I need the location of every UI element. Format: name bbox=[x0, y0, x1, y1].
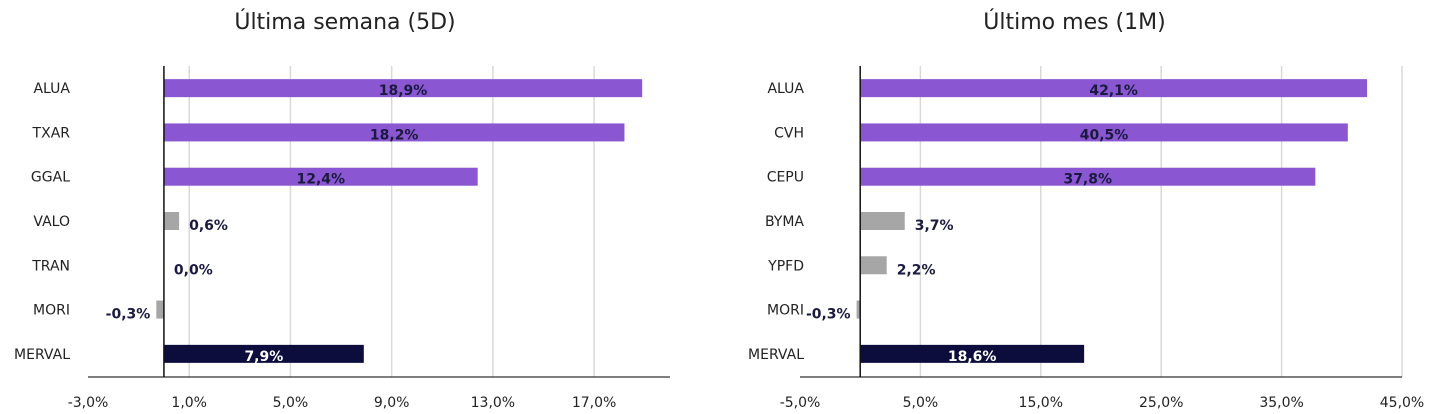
bar bbox=[156, 300, 164, 319]
x-tick-label: 25,0% bbox=[1139, 395, 1183, 411]
category-label: BYMA bbox=[765, 214, 804, 230]
bar bbox=[856, 300, 861, 319]
chart-panel-monthly: Último mes (1M) -5,0% 5,0% 15,0% 25,0% 35,0%… bbox=[712, 0, 1437, 414]
bar-chart: -5,0% 5,0% 15,0% 25,0% 35,0% 45,0% ALUA 42,1% CV… bbox=[748, 66, 1424, 411]
data-label: -0,3% bbox=[806, 307, 851, 323]
data-label: 18,2% bbox=[370, 127, 419, 143]
data-label: 0,0% bbox=[174, 262, 213, 278]
bar bbox=[860, 344, 1085, 363]
x-tick-label: 9,0% bbox=[374, 395, 410, 411]
bar bbox=[860, 212, 905, 230]
category-label: CVH bbox=[774, 125, 804, 141]
data-label: 0,6% bbox=[189, 218, 228, 234]
bar bbox=[163, 123, 625, 142]
category-label: MORI bbox=[33, 303, 70, 319]
chart-panel-weekly: Última semana (5D) -3,0% 1,0% 5,0% 9,0% 13,0… bbox=[0, 0, 690, 414]
data-label: -0,3% bbox=[106, 307, 151, 323]
bar bbox=[163, 79, 643, 98]
data-label: 2,2% bbox=[897, 262, 936, 278]
bar bbox=[163, 344, 364, 363]
x-tick-label: 5,0% bbox=[903, 395, 939, 411]
x-tick-label: -3,0% bbox=[68, 395, 109, 411]
bar bbox=[860, 79, 1368, 98]
data-label: 42,1% bbox=[1089, 83, 1138, 99]
bar-chart: -3,0% 1,0% 5,0% 9,0% 13,0% 17,0% ALUA 18,9% TXAR… bbox=[14, 66, 670, 411]
data-label: 12,4% bbox=[297, 172, 346, 188]
category-label: CEPU bbox=[767, 170, 804, 186]
chart-title: Última semana (5D) bbox=[234, 10, 456, 35]
category-label: TXAR bbox=[32, 125, 71, 141]
category-label: MORI bbox=[767, 303, 804, 319]
category-label: MERVAL bbox=[14, 347, 70, 363]
x-tick-label: 45,0% bbox=[1380, 395, 1424, 411]
category-label: ALUA bbox=[33, 81, 70, 97]
x-tick-label: 15,0% bbox=[1019, 395, 1063, 411]
bar bbox=[163, 212, 180, 230]
x-tick-label: 13,0% bbox=[471, 395, 515, 411]
category-label: MERVAL bbox=[748, 347, 804, 363]
x-tick-label: 1,0% bbox=[171, 395, 207, 411]
x-tick-label: 35,0% bbox=[1259, 395, 1303, 411]
data-label: 18,6% bbox=[948, 349, 997, 365]
bar bbox=[860, 123, 1348, 142]
bar bbox=[860, 256, 887, 275]
category-label: YPFD bbox=[767, 258, 804, 274]
category-label: TRAN bbox=[31, 258, 70, 274]
x-tick-label: 5,0% bbox=[273, 395, 309, 411]
category-label: GGAL bbox=[31, 170, 70, 186]
bar bbox=[163, 167, 478, 186]
bar bbox=[860, 167, 1316, 186]
category-label: VALO bbox=[33, 214, 70, 230]
x-tick-label: -5,0% bbox=[780, 395, 821, 411]
category-label: ALUA bbox=[767, 81, 804, 97]
chart-title: Último mes (1M) bbox=[983, 10, 1166, 35]
data-label: 7,9% bbox=[244, 349, 283, 365]
data-label: 37,8% bbox=[1063, 172, 1112, 188]
data-label: 3,7% bbox=[915, 218, 954, 234]
data-label: 40,5% bbox=[1080, 127, 1129, 143]
data-label: 18,9% bbox=[379, 83, 428, 99]
x-tick-label: 17,0% bbox=[572, 395, 616, 411]
